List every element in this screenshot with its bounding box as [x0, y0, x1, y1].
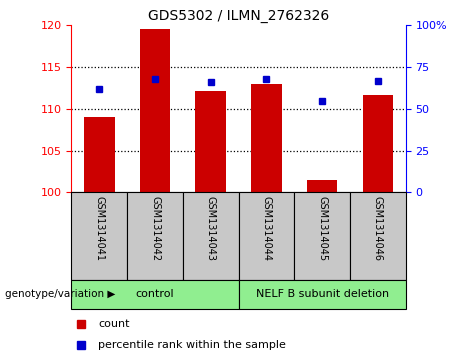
Bar: [195, 90, 226, 192]
Text: control: control: [136, 289, 174, 299]
FancyBboxPatch shape: [183, 192, 239, 280]
Text: count: count: [98, 319, 130, 329]
Title: GDS5302 / ILMN_2762326: GDS5302 / ILMN_2762326: [148, 9, 329, 23]
Bar: [84, 117, 115, 192]
FancyBboxPatch shape: [71, 192, 127, 280]
Bar: [307, 180, 337, 192]
Text: percentile rank within the sample: percentile rank within the sample: [98, 340, 286, 350]
Text: GSM1314044: GSM1314044: [261, 196, 272, 261]
FancyBboxPatch shape: [294, 192, 350, 280]
FancyBboxPatch shape: [71, 280, 239, 309]
Bar: [140, 29, 170, 192]
Text: NELF B subunit deletion: NELF B subunit deletion: [255, 289, 389, 299]
Text: GSM1314041: GSM1314041: [95, 196, 104, 261]
Text: GSM1314042: GSM1314042: [150, 196, 160, 261]
Bar: [362, 95, 393, 192]
Text: genotype/variation ▶: genotype/variation ▶: [5, 289, 115, 299]
FancyBboxPatch shape: [127, 192, 183, 280]
Text: GSM1314043: GSM1314043: [206, 196, 216, 261]
FancyBboxPatch shape: [239, 280, 406, 309]
FancyBboxPatch shape: [239, 192, 294, 280]
FancyBboxPatch shape: [350, 192, 406, 280]
Text: GSM1314046: GSM1314046: [373, 196, 383, 261]
Text: GSM1314045: GSM1314045: [317, 196, 327, 261]
Bar: [251, 84, 282, 192]
